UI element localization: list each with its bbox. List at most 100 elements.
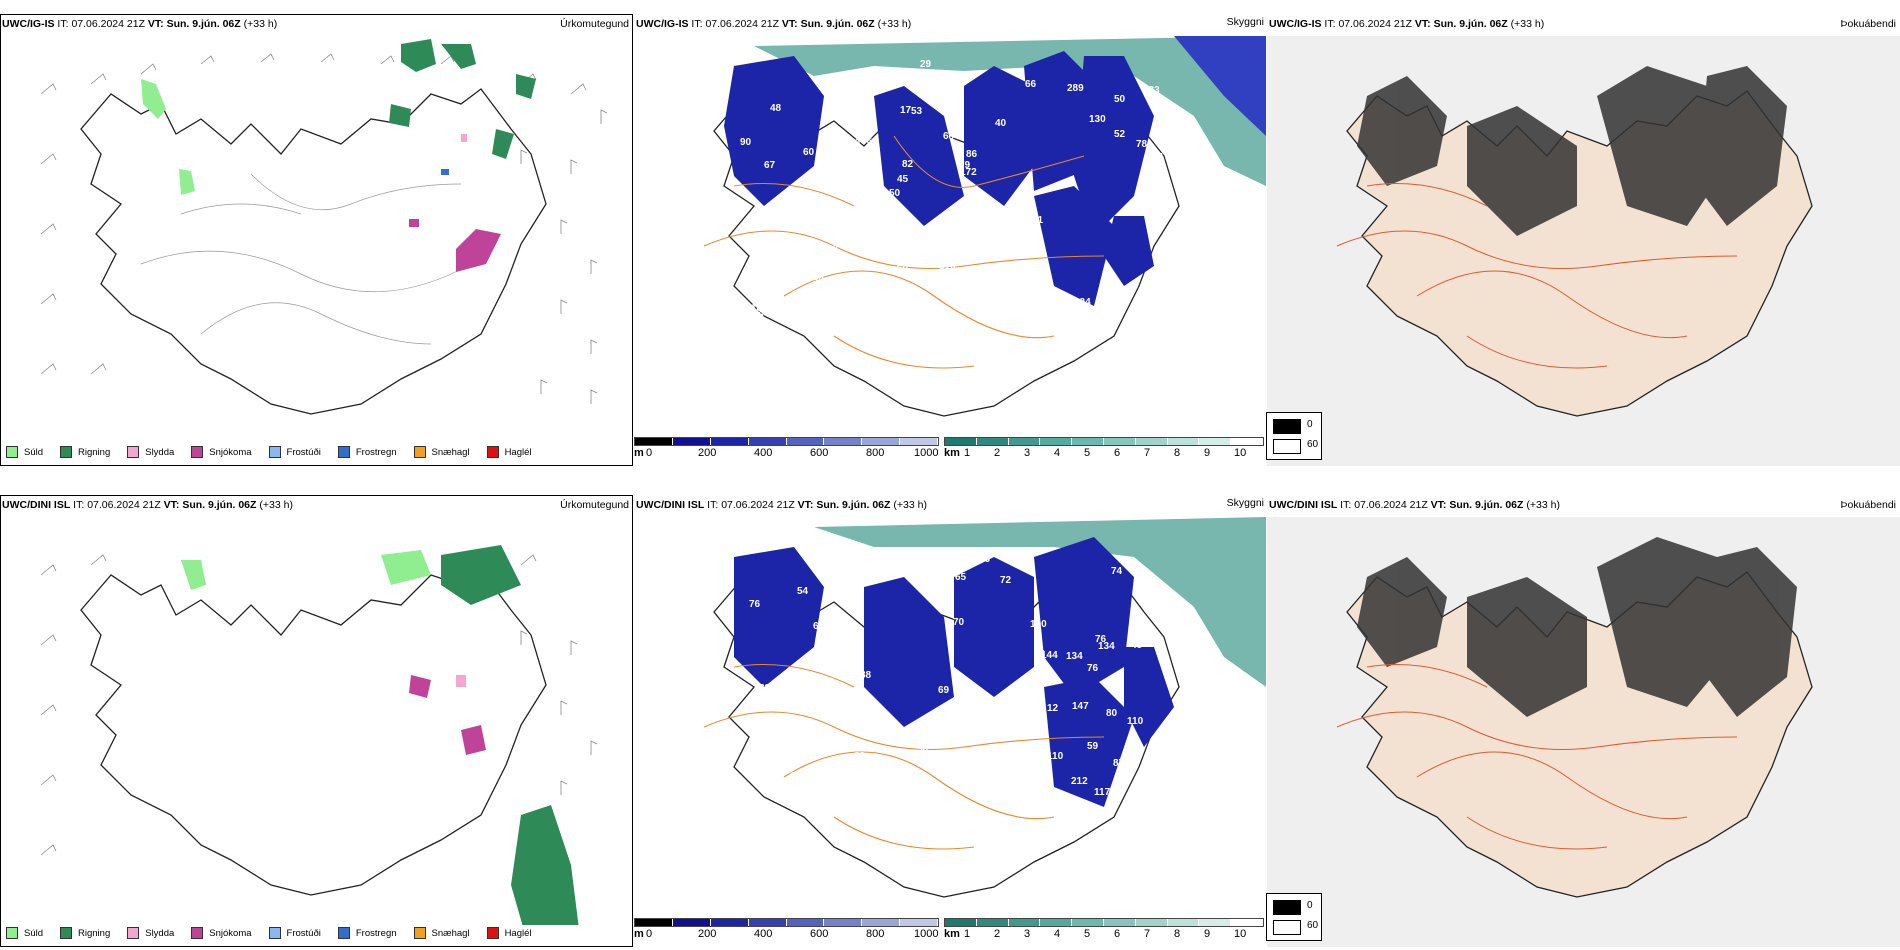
scale-tick: 400 (754, 447, 773, 459)
roads (140, 173, 472, 345)
cloud-base-value: 36 (861, 136, 873, 147)
legend-item: Frostregn (337, 927, 397, 939)
scale-tick: 0 (646, 447, 653, 459)
scale-unit: m (634, 928, 644, 940)
scale-tick: 6 (1114, 928, 1121, 940)
scale-tick: 9 (1204, 928, 1211, 940)
legend-item: Frostregn (337, 446, 397, 458)
legend-item: Snæhagl (413, 446, 470, 458)
scale-tick: 800 (866, 447, 885, 459)
cloud-base-value: 53 (1034, 649, 1046, 660)
panel-title: UWC/IG-IS IT: 07.06.2024 21Z VT: Sun. 9.… (636, 18, 912, 30)
cloud-base-value: 74 (778, 246, 790, 257)
cloud-base-value: 66 (785, 301, 797, 312)
roads-orange (703, 135, 1105, 369)
cloud-base-value: 67 (764, 160, 776, 171)
cloud-base-value: 65 (955, 572, 967, 583)
cloud-base-value: 126 (784, 315, 801, 326)
legend-item: Haglél (486, 927, 532, 939)
scale-tick: 3 (1024, 447, 1031, 459)
cloud-base-value: 74 (1111, 566, 1123, 577)
panel-title: UWC/IG-IS IT: 07.06.2024 21Z VT: Sun. 9.… (2, 18, 278, 30)
cloud-base-labels-bottom: 59 44 52 70 67 63 76 83 74 61 48 76 76 97 44 54 87 81 8 134… (749, 554, 1166, 802)
scale-unit: km (944, 928, 960, 940)
legend-item: Súld (6, 927, 43, 939)
visibility-panel-top: UWC/IG-IS IT: 07.06.2024 21Z VT: Sun. 9.… (634, 14, 1266, 466)
cloud-base-value: 62 (1154, 746, 1166, 757)
cloud-base-value: 29 (920, 59, 932, 70)
cloud-base-value: 97 (891, 787, 903, 798)
cloud-base-value: 76 (749, 599, 761, 610)
cloud-base-value: 81 (853, 571, 865, 582)
cloud-base-value: 79 (959, 160, 971, 171)
fog-map (1267, 517, 1900, 947)
fog-label: 60 (1307, 439, 1319, 450)
cloud-base-value: 76 (1087, 663, 1099, 674)
cloud-base-value: 44 (1129, 619, 1141, 630)
panel-label-precip: Úrkomutegund (560, 18, 629, 30)
cloud-base-value: 67 (760, 773, 772, 784)
fog-swatch (1273, 920, 1301, 935)
scale-tick: 1000 (914, 447, 939, 459)
legend-item: Snjókoma (191, 927, 252, 939)
cloud-base-value: 436 (747, 310, 764, 321)
legend-item: Slydda (127, 927, 174, 939)
cloud-base-value: 78 (1136, 139, 1148, 150)
scale-unit: km (944, 447, 960, 459)
scale-tick: 7 (1144, 447, 1151, 459)
cloud-base-value: 8 (924, 739, 930, 750)
cloud-base-value: 44 (756, 745, 768, 756)
scale-tick: 3 (1024, 928, 1031, 940)
cloud-base-labels-top: 50 67 50 50 40 66 17 68 74 36 69 30 53 86 51 48 51 61 57 52… (740, 59, 1165, 326)
cloud-base-value: 61 (1153, 152, 1165, 163)
fog-swatch (1273, 419, 1301, 434)
cloud-base-ramp (634, 918, 939, 927)
scale-tick: 2 (994, 447, 1001, 459)
cloud-base-value: 212 (1071, 776, 1088, 787)
cloud-base-value: 66 (1025, 79, 1037, 90)
visibility-ramp (944, 918, 1264, 927)
scale-tick: 1000 (914, 928, 939, 940)
panel-label-fog: Þokuábendi (1840, 499, 1896, 511)
cloud-base-value: 50 (1114, 94, 1126, 105)
fog-swatch (1273, 900, 1301, 915)
cloud-base-value: 134 (1098, 641, 1115, 652)
cloud-base-value: 60 (897, 263, 909, 274)
precip-areas (141, 39, 536, 272)
cloud-base-value: 76 (1095, 634, 1107, 645)
legend-item: Rigning (60, 446, 110, 458)
panel-label-visibility: Skyggni (1226, 16, 1264, 28)
cloud-base-value: 51 (766, 687, 778, 698)
panel-title: UWC/DINI ISL IT: 07.06.2024 21Z VT: Sun.… (1269, 499, 1560, 511)
cloud-base-value: 130 (1089, 114, 1106, 125)
legend-item: Snjókoma (191, 446, 252, 458)
visibility-map (634, 36, 1266, 431)
cloud-base-value: 165 (790, 771, 807, 782)
scale-tick: 600 (810, 928, 829, 940)
precip-map (1, 515, 631, 925)
cloud-base-value: 55 (986, 780, 998, 791)
scale-tick: 10 (1234, 447, 1247, 459)
cloud-base-value: 63 (863, 559, 875, 570)
scale-tick: 400 (754, 928, 773, 940)
cloud-base-value: 110 (1127, 716, 1144, 727)
cloud-base-value: 30 (813, 275, 825, 286)
scale-tick: 5 (1084, 447, 1091, 459)
scale-tick: 8 (1174, 447, 1181, 459)
cloud-base-value: 93 (927, 576, 939, 587)
legend-item: Rigning (60, 927, 110, 939)
cloud-base-value: 124 (1074, 297, 1091, 308)
cloud-base-value: 82 (759, 683, 771, 694)
scale-tick: 600 (810, 447, 829, 459)
cloud-base-value: 53 (911, 106, 923, 117)
legend-item: Súld (6, 446, 43, 458)
wind-barbs (40, 53, 608, 404)
panel-label-precip: Úrkomutegund (560, 499, 629, 511)
fog-legend-bottom: 0 60 (1266, 893, 1322, 941)
cloud-base-value: 52 (1114, 129, 1126, 140)
cloud-base-value: 48 (1131, 640, 1143, 651)
cloud-base-value: 52 (1124, 753, 1136, 764)
scale-tick: 8 (1174, 928, 1181, 940)
visibility-panel-bottom: UWC/DINI ISL IT: 07.06.2024 21Z VT: Sun.… (634, 495, 1266, 947)
cloud-base-value: 83 (854, 751, 866, 762)
